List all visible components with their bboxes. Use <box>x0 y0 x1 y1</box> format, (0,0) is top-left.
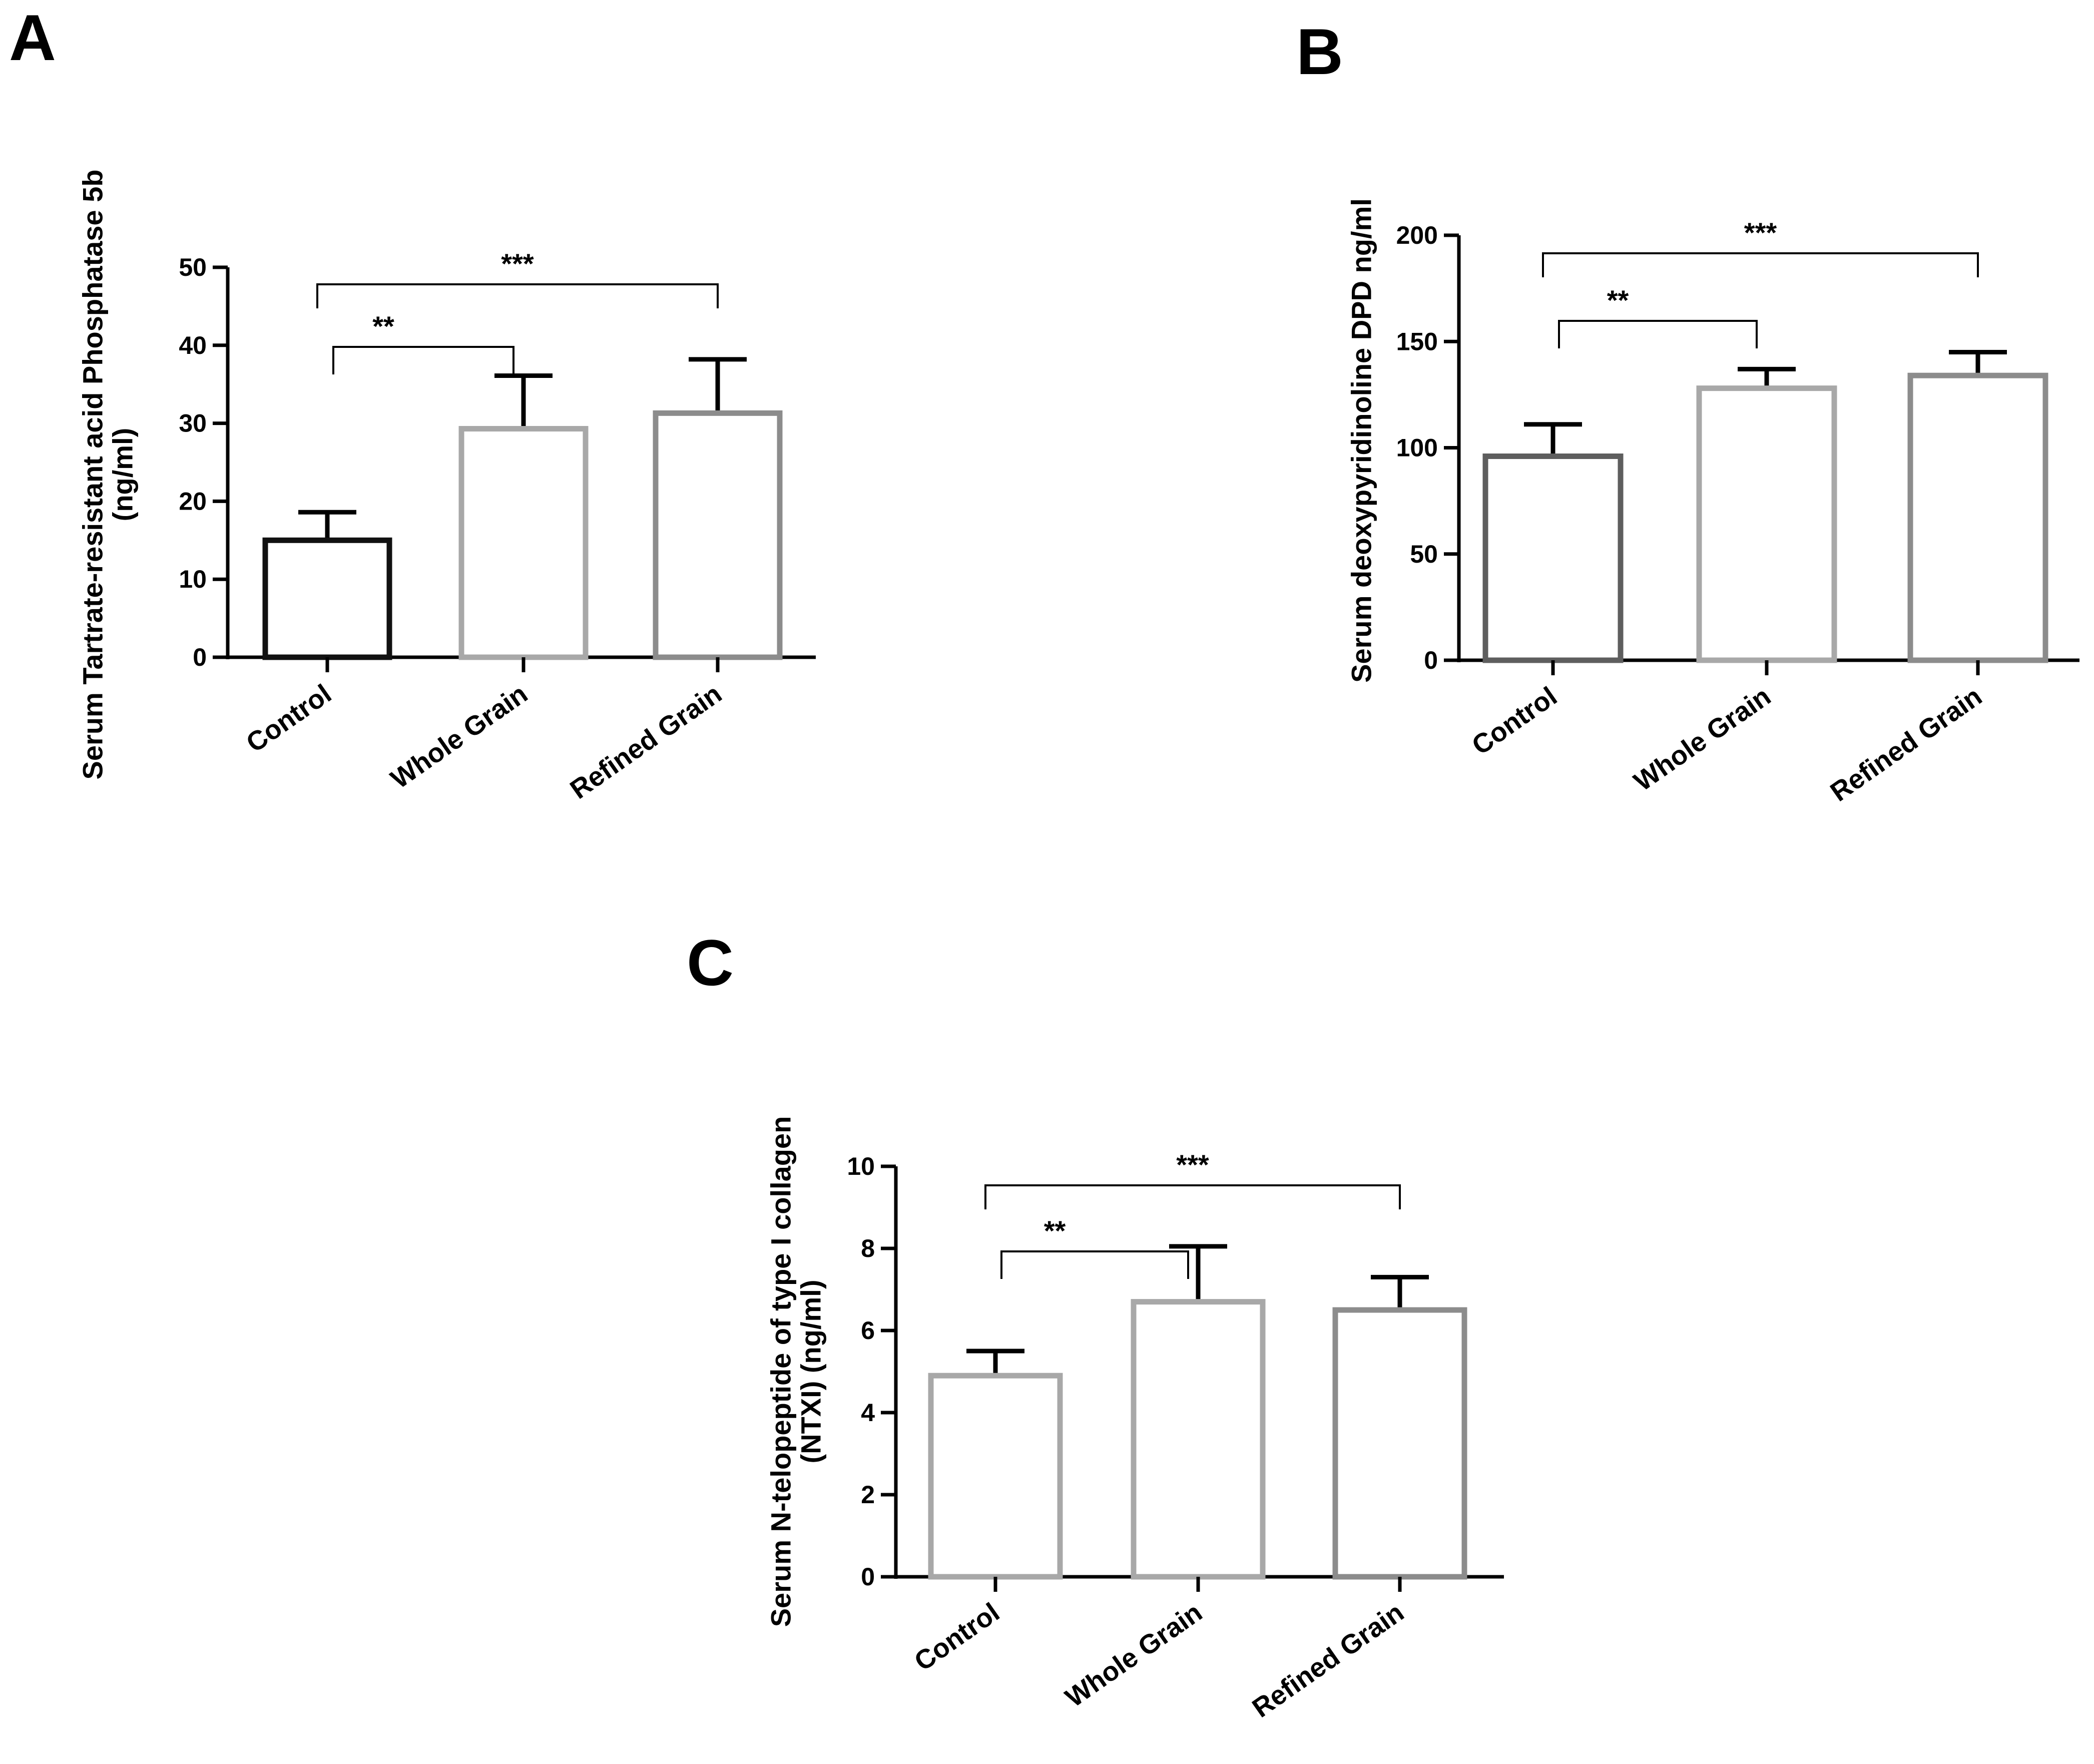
y-tick-label: 40 <box>179 331 207 359</box>
significance-bracket <box>1000 1250 1189 1279</box>
category-label: Refined Grain <box>565 679 727 805</box>
bar <box>262 537 392 660</box>
significance-bracket <box>332 346 514 374</box>
significance-label: *** <box>501 248 534 279</box>
category-label: Whole Grain <box>385 679 533 795</box>
category-label: Control <box>1466 681 1562 761</box>
significance-bracket <box>1542 252 1979 277</box>
chart-panel-a: A Serum Tartrate-resistant acid Phosphata… <box>9 1 816 805</box>
y-tick-label: 10 <box>847 1152 875 1180</box>
y-axis-title: Serum N-telopeptide of type I collagen <box>765 1116 797 1627</box>
y-tick-label: 6 <box>861 1316 875 1345</box>
significance-label: *** <box>1176 1149 1209 1180</box>
category-label: Refined Grain <box>1247 1597 1409 1723</box>
bar <box>1332 1307 1467 1580</box>
y-tick-label: 8 <box>861 1234 875 1262</box>
y-axis-title: (ng/ml) <box>107 428 139 522</box>
significance-bracket <box>316 283 719 308</box>
y-tick-label: 20 <box>179 487 207 515</box>
y-tick-label: 4 <box>861 1399 875 1427</box>
category-label: Control <box>909 1597 1005 1677</box>
y-tick-label: 10 <box>179 565 207 593</box>
y-tick-label: 2 <box>861 1481 875 1509</box>
bar <box>928 1373 1063 1580</box>
bar <box>1907 372 2048 663</box>
y-tick-label: 0 <box>861 1563 875 1591</box>
y-tick-label: 30 <box>179 409 207 437</box>
category-label: Whole Grain <box>1060 1597 1208 1713</box>
y-axis-title: Serum Tartrate-resistant acid Phosphatas… <box>77 170 109 780</box>
significance-label: ** <box>1044 1215 1066 1246</box>
significance-bracket <box>984 1184 1401 1209</box>
significance-bracket <box>1558 320 1758 348</box>
y-axis-title: Serum deoxypyridinoline DPD ng/ml <box>1346 198 1377 683</box>
category-label: Refined Grain <box>1825 681 1987 807</box>
category-label: Control <box>241 679 337 758</box>
y-tick-label: 50 <box>179 253 207 281</box>
bar <box>653 410 783 660</box>
chart-panel-b: B Serum deoxypyridinoline DPD ng/ml 0 50 100… <box>1296 15 2079 807</box>
y-tick-label: 100 <box>1396 434 1438 462</box>
bar <box>1482 453 1624 663</box>
panel-letter: A <box>9 1 56 74</box>
y-tick-label: 150 <box>1396 327 1438 355</box>
y-tick-label: 200 <box>1396 221 1438 249</box>
category-label: Whole Grain <box>1629 681 1776 797</box>
significance-label: ** <box>372 310 394 342</box>
significance-label: ** <box>1607 284 1629 316</box>
y-tick-label: 0 <box>1424 646 1438 674</box>
significance-label: *** <box>1744 217 1777 248</box>
chart-panel-c: C Serum N-telopeptide of type I collagen(… <box>687 926 1504 1723</box>
bar <box>458 426 589 660</box>
panel-letter: C <box>687 926 734 999</box>
bar <box>1696 385 1837 663</box>
y-tick-label: 0 <box>193 643 207 671</box>
panel-letter: B <box>1296 15 1343 88</box>
y-axis-title: (NTXI) (ng/ml) <box>795 1279 827 1463</box>
y-tick-label: 50 <box>1410 540 1438 568</box>
bar <box>1131 1299 1266 1580</box>
